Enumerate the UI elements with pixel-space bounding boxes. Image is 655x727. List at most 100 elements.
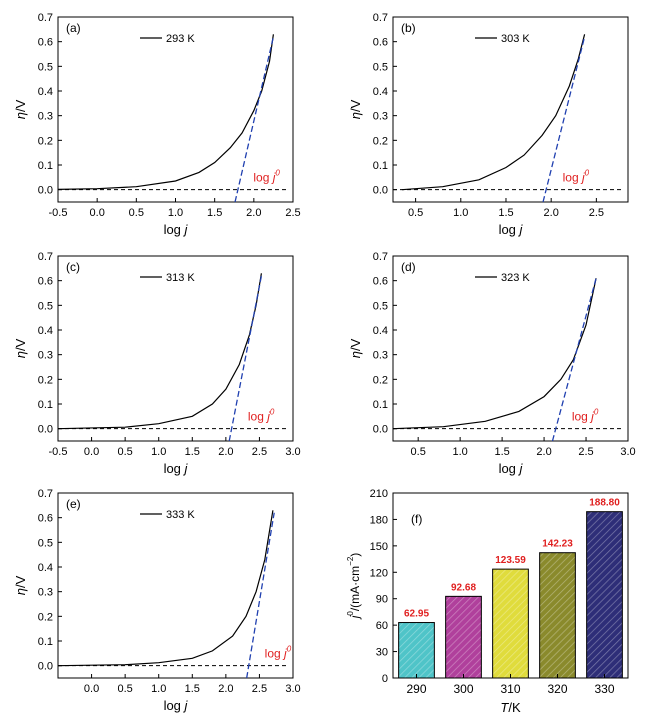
x-tick-label: 0.0 bbox=[90, 207, 105, 219]
y-tick-label: 0.7 bbox=[38, 12, 53, 24]
y-axis-label-unit: /V bbox=[13, 99, 28, 112]
y-axis-label: η/V bbox=[13, 99, 28, 119]
panel-4: 0.5 1.0 1.5 2.0 2.5 3.0 0.0 0.1 0.2 0.3 0.4 0.5 0.6 0… bbox=[348, 251, 636, 476]
y-tick-label: 0.6 bbox=[373, 276, 388, 288]
y-tick-label: 0.3 bbox=[38, 350, 53, 362]
y-tick-label: 0 bbox=[382, 673, 388, 685]
log-j0-annotation: log j0 bbox=[265, 645, 292, 661]
panel-5: 0.0 0.5 1.0 1.5 2.0 2.5 3.0 0.0 0.1 0.2 0.3 0.4 0.5 0… bbox=[13, 488, 301, 713]
y-tick-label: 0.0 bbox=[38, 661, 53, 673]
plot-frame bbox=[57, 492, 294, 679]
panel-2: 0.5 1.0 1.5 2.0 2.5 0.0 0.1 0.2 0.3 0.4 0.5 0.6 0.7 (… bbox=[348, 12, 629, 237]
x-axis-label: log j bbox=[164, 222, 189, 237]
y-tick-label: 0.2 bbox=[373, 135, 388, 147]
x-tick-label: 1.0 bbox=[453, 207, 468, 219]
bar-value-label: 92.68 bbox=[451, 582, 476, 593]
x-axis-label: log j bbox=[164, 461, 189, 476]
x-axis-label-text: log bbox=[499, 222, 520, 237]
y-axis-label: η/V bbox=[348, 99, 363, 119]
annotation-text: log bbox=[563, 171, 582, 185]
tafel-tangent-line bbox=[228, 275, 263, 442]
x-tick-label: 2.0 bbox=[218, 683, 233, 695]
polarization-curve bbox=[392, 278, 597, 430]
x-tick-label: 1.0 bbox=[168, 207, 183, 219]
annotation-var: j bbox=[580, 171, 585, 185]
legend-label: 303 K bbox=[501, 33, 530, 45]
x-tick-label: 2.5 bbox=[578, 446, 593, 458]
bar bbox=[539, 552, 576, 679]
y-axis-label: η/V bbox=[13, 575, 28, 595]
x-tick-label: 0.5 bbox=[411, 446, 426, 458]
y-tick-label: 0.6 bbox=[373, 37, 388, 49]
y-axis-label-var: j bbox=[348, 615, 362, 620]
y-tick-label: 0.7 bbox=[373, 251, 388, 263]
annotation-var: j bbox=[589, 410, 594, 424]
y-axis-label-var: η bbox=[348, 112, 363, 119]
x-tick-label: -0.5 bbox=[49, 207, 68, 219]
log-j0-annotation: log j0 bbox=[572, 408, 599, 424]
x-tick-label: 1.5 bbox=[185, 683, 200, 695]
y-axis-label-var: η bbox=[13, 588, 28, 595]
y-tick-label: 210 bbox=[370, 488, 388, 500]
y-tick-label: 0.3 bbox=[38, 111, 53, 123]
y-tick-label: 0.2 bbox=[38, 374, 53, 386]
panel-label: (d) bbox=[401, 260, 416, 274]
y-tick-label: 0.0 bbox=[373, 424, 388, 436]
annotation-var: j bbox=[271, 171, 276, 185]
x-tick-label: 2.0 bbox=[536, 446, 551, 458]
x-tick-label: 1.5 bbox=[498, 207, 513, 219]
y-tick-label: 0.5 bbox=[373, 61, 388, 73]
y-axis-label-unit: /(mA·cm bbox=[348, 566, 362, 611]
x-tick-label: 1.5 bbox=[185, 446, 200, 458]
annotation-text: log bbox=[248, 410, 267, 424]
tafel-tangent-line bbox=[551, 278, 597, 442]
x-axis-label-text: log bbox=[164, 222, 185, 237]
x-tick-label: 310 bbox=[500, 682, 520, 696]
y-axis-label-unit-close: ) bbox=[348, 553, 362, 557]
plot-frame bbox=[392, 16, 629, 203]
y-tick-label: 0.4 bbox=[38, 325, 53, 337]
plot-frame bbox=[57, 255, 294, 442]
y-tick-label: 0.4 bbox=[373, 86, 388, 98]
y-tick-label: 0.6 bbox=[38, 513, 53, 525]
x-tick-label: 1.0 bbox=[452, 446, 467, 458]
y-tick-label: 0.2 bbox=[373, 374, 388, 386]
bar bbox=[398, 622, 435, 679]
x-axis-label-unit: /K bbox=[508, 700, 521, 715]
tafel-tangent-line bbox=[234, 36, 275, 203]
x-tick-label: 1.5 bbox=[207, 207, 222, 219]
x-tick-label: 0.5 bbox=[117, 683, 132, 695]
y-tick-label: 120 bbox=[370, 567, 388, 579]
annotation-sup: 0 bbox=[287, 645, 292, 654]
x-tick-label: 2.5 bbox=[589, 207, 604, 219]
y-tick-label: 0.1 bbox=[38, 160, 53, 172]
y-tick-label: 0.0 bbox=[373, 185, 388, 197]
y-axis-label-unit-sup: −2 bbox=[346, 556, 355, 566]
x-axis-label-text: log bbox=[164, 461, 185, 476]
y-tick-label: 0.5 bbox=[38, 537, 53, 549]
bar bbox=[586, 511, 623, 679]
y-tick-label: 0.5 bbox=[38, 61, 53, 73]
y-tick-label: 0.6 bbox=[38, 37, 53, 49]
panel-1: -0.5 0.0 0.5 1.0 1.5 2.0 2.5 0.0 0.1 0.2 0.3 0.4 0.5… bbox=[13, 12, 301, 237]
annotation-var: j bbox=[265, 410, 270, 424]
polarization-curve bbox=[401, 34, 586, 191]
x-axis-label: log j bbox=[164, 698, 189, 713]
x-axis-label: T/K bbox=[500, 700, 521, 715]
panel-label: (e) bbox=[66, 497, 81, 511]
y-tick-label: 0.0 bbox=[38, 185, 53, 197]
x-tick-label: 290 bbox=[406, 682, 426, 696]
y-axis-label-var: η bbox=[348, 351, 363, 358]
y-tick-label: 0.6 bbox=[38, 276, 53, 288]
tafel-tangent-line bbox=[246, 512, 275, 679]
x-tick-label: 0.0 bbox=[84, 683, 99, 695]
x-tick-label: 1.0 bbox=[151, 446, 166, 458]
y-tick-label: 180 bbox=[370, 514, 388, 526]
annotation-var: j bbox=[282, 647, 287, 661]
x-tick-label: 2.5 bbox=[252, 446, 267, 458]
log-j0-annotation: log j0 bbox=[253, 169, 280, 185]
panel-label: (f) bbox=[411, 512, 422, 526]
legend-label: 333 K bbox=[166, 509, 195, 521]
polarization-curve bbox=[57, 510, 274, 667]
y-axis-label: η/V bbox=[13, 338, 28, 358]
